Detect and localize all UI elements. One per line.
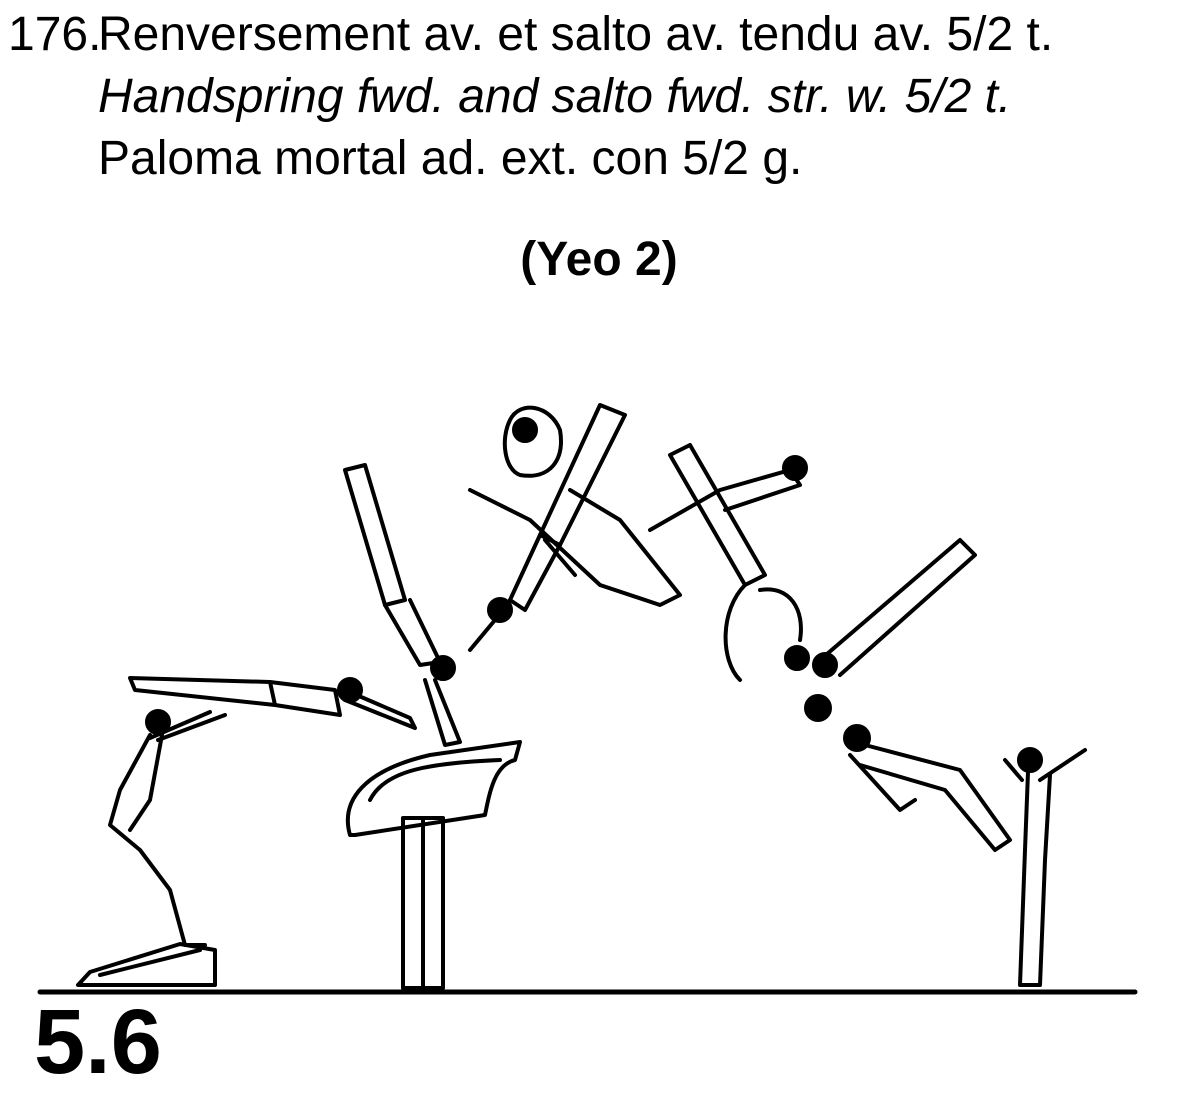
english-description: Handspring fwd. and salto fwd. str. w. 5… — [98, 70, 1012, 123]
element-description: 176.Renversement av. et salto av. tendu … — [8, 4, 1053, 190]
gymnast-prelanding — [804, 694, 1012, 852]
gymnast-support — [343, 463, 462, 747]
french-line: 176.Renversement av. et salto av. tendu … — [8, 4, 1053, 66]
vaulting-table — [345, 740, 522, 990]
element-number: 176. — [8, 8, 102, 61]
gymnast-takeoff — [108, 709, 227, 947]
difficulty-value: 5.6 — [34, 991, 162, 1093]
element-name: (Yeo 2) — [520, 233, 678, 286]
french-description: Renversement av. et salto av. tendu av. … — [98, 8, 1054, 61]
gymnast-descending — [758, 538, 977, 678]
gymnast-landing — [1003, 747, 1087, 987]
springboard — [76, 942, 217, 987]
gymnast-stretched — [648, 443, 808, 682]
spanish-description: Paloma mortal ad. ext. con 5/2 g. — [98, 132, 803, 185]
gymnast-twist-top — [468, 405, 682, 607]
gymnast-flight-rising — [468, 403, 627, 652]
gymnast-preflight — [128, 676, 417, 730]
